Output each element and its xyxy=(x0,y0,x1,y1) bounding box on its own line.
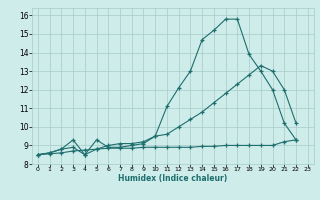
X-axis label: Humidex (Indice chaleur): Humidex (Indice chaleur) xyxy=(118,174,228,183)
